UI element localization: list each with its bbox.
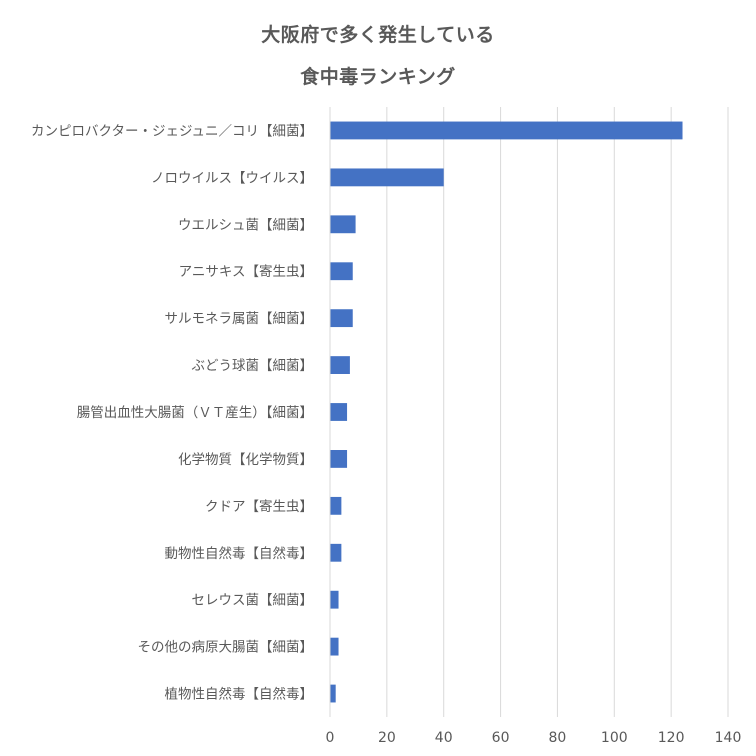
category-label: セレウス菌【細菌】 <box>192 593 314 609</box>
bar <box>330 403 348 421</box>
category-label: ウエルシュ菌【細菌】 <box>178 217 313 233</box>
bar <box>330 450 348 468</box>
bar <box>330 543 342 562</box>
category-label: 化学物質【化学物質】 <box>178 452 313 468</box>
category-label: カンピロバクター・ジェジュニ／コリ【細菌】 <box>31 123 313 139</box>
x-tick-label: 20 <box>378 730 396 746</box>
category-label: アニサキス【寄生虫】 <box>179 263 313 280</box>
bar <box>330 262 353 281</box>
category-label: 腸管出血性大腸菌（ＶＴ産生）【細菌】 <box>77 405 313 421</box>
category-label: ぶどう球菌【細菌】 <box>192 358 314 374</box>
chart-title-line-2: 食中毒ランキング <box>300 66 456 88</box>
bar <box>330 121 683 140</box>
x-tick-label: 60 <box>492 730 510 746</box>
bar <box>330 215 356 234</box>
bar <box>330 496 342 515</box>
chart-title-line-1: 大阪府で多く発生している <box>261 24 495 46</box>
x-tick-label: 120 <box>658 730 685 746</box>
x-tick-label: 0 <box>326 730 335 746</box>
bar <box>330 168 444 187</box>
x-tick-label: 40 <box>435 730 453 746</box>
x-tick-label: 80 <box>549 730 567 746</box>
bar <box>330 309 353 328</box>
bar <box>330 356 350 374</box>
category-label: 動物性自然毒【自然毒】 <box>165 545 314 562</box>
bar <box>330 590 339 609</box>
bar <box>330 684 336 703</box>
category-label: ノロウイルス【ウイルス】 <box>151 170 313 186</box>
category-label: クドア【寄生虫】 <box>205 498 313 515</box>
bar <box>330 637 339 656</box>
category-label: 植物性自然毒【自然毒】 <box>165 686 314 703</box>
category-label: その他の病原大腸菌【細菌】 <box>138 640 314 656</box>
category-label: サルモネラ属菌【細菌】 <box>165 311 314 327</box>
x-tick-label: 100 <box>601 730 628 746</box>
x-tick-label: 140 <box>715 730 742 746</box>
